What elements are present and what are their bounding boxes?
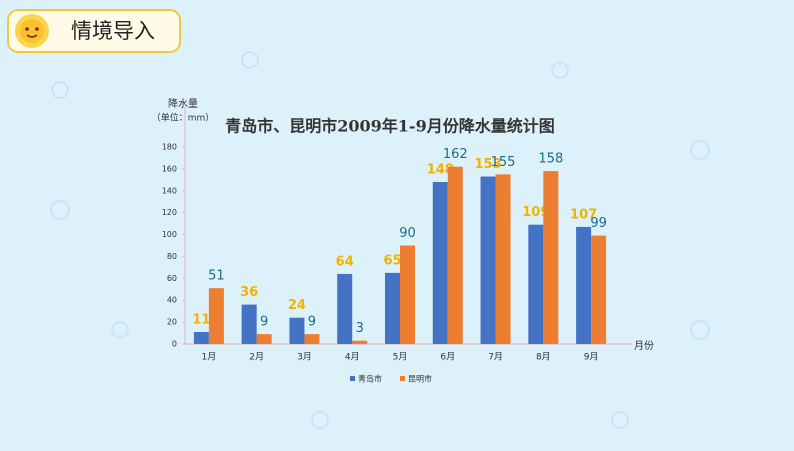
data-label: 51: [208, 269, 225, 284]
y-axis-label: 降水量: [168, 97, 198, 110]
x-tick-label: 7月: [488, 352, 503, 363]
y-tick-label: 80: [167, 252, 177, 261]
bar: [385, 272, 400, 344]
y-tick-label: 160: [162, 164, 177, 173]
data-label: 9: [260, 315, 268, 330]
x-tick-label: 9月: [584, 352, 599, 363]
x-tick-label: 4月: [345, 352, 360, 363]
bar: [591, 235, 607, 344]
header-box: [7, 9, 181, 53]
data-label: 9: [308, 315, 316, 330]
legend-label: 昆明市: [408, 374, 432, 384]
bar: [528, 224, 544, 344]
x-tick-label: 1月: [202, 352, 217, 363]
bar: [289, 317, 305, 344]
data-label: 107: [570, 207, 597, 222]
data-label: 11: [192, 312, 210, 327]
x-axis-label: 月份: [634, 340, 654, 352]
chart-title: 青岛市、昆明市2009年1-9月份降水量统计图: [225, 117, 554, 136]
y-tick-label: 20: [167, 318, 177, 327]
bar: [480, 176, 496, 344]
data-label: 36: [240, 285, 258, 300]
data-label: 162: [443, 147, 468, 162]
y-tick-label: 120: [162, 208, 177, 217]
data-label: 90: [399, 226, 416, 241]
x-tick-label: 6月: [440, 352, 455, 363]
bar: [543, 171, 559, 344]
data-label: 64: [336, 254, 354, 269]
data-label: 155: [491, 155, 516, 170]
y-tick-label: 100: [162, 230, 177, 239]
x-tick-label: 8月: [536, 352, 551, 363]
decorations: [50, 51, 710, 429]
data-label: 158: [538, 152, 563, 167]
y-tick-label: 180: [162, 143, 177, 152]
bar: [304, 334, 320, 344]
bar: [241, 304, 257, 344]
y-tick-label: 40: [167, 296, 177, 305]
bar: [447, 166, 463, 344]
data-label: 153: [474, 157, 501, 172]
y-tick-label: 140: [162, 186, 177, 195]
bar: [495, 174, 511, 344]
bar: [432, 182, 448, 344]
data-label: 99: [590, 216, 607, 231]
y-axis-unit: （单位：mm）: [152, 112, 215, 124]
bar: [193, 331, 209, 344]
bar: [400, 245, 415, 344]
header-title: 情境导入: [71, 19, 155, 43]
legend-label: 青岛市: [358, 374, 382, 384]
sun-icon: [15, 14, 49, 48]
legend-swatch: [400, 376, 405, 381]
data-label: 109: [522, 205, 549, 220]
x-tick-label: 5月: [393, 352, 408, 363]
bar: [576, 226, 592, 344]
bar: [256, 334, 272, 344]
x-tick-label: 3月: [297, 352, 312, 363]
bar: [337, 273, 353, 344]
data-label: 65: [383, 253, 401, 268]
data-label: 148: [427, 163, 454, 178]
y-tick-label: 60: [167, 274, 177, 283]
data-label: 24: [288, 298, 306, 313]
y-tick-label: 0: [172, 340, 177, 349]
data-label: 3: [356, 321, 364, 336]
legend-swatch: [350, 376, 355, 381]
bar: [208, 288, 224, 344]
bar: [352, 340, 368, 344]
x-tick-label: 2月: [249, 352, 264, 363]
